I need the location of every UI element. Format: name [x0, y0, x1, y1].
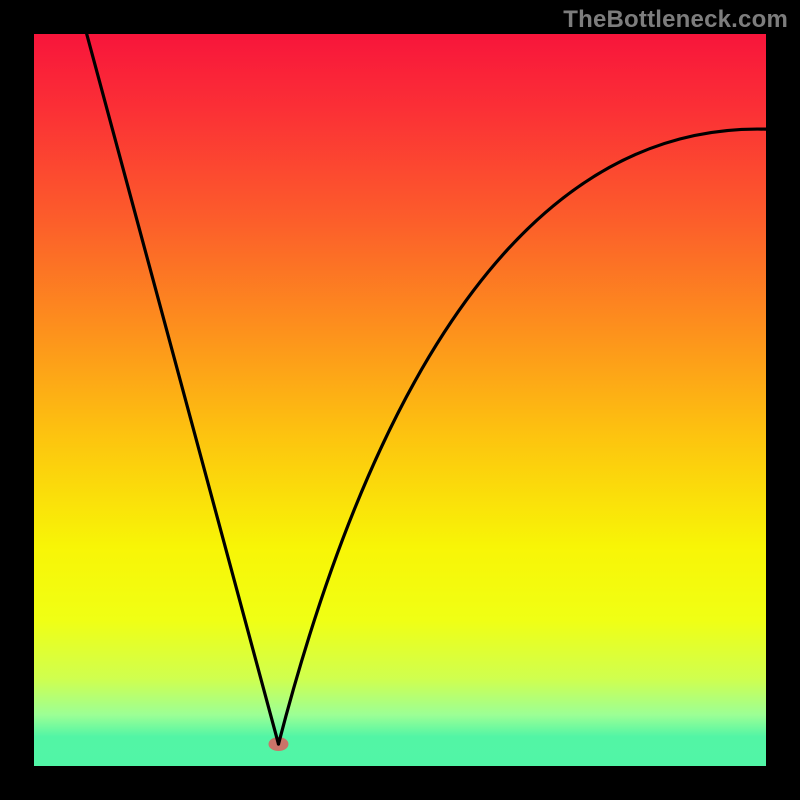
gradient-background [34, 34, 766, 766]
watermark-text: TheBottleneck.com [563, 6, 788, 34]
chart-frame: TheBottleneck.com [0, 0, 800, 800]
bottleneck-curve-plot [0, 0, 800, 800]
